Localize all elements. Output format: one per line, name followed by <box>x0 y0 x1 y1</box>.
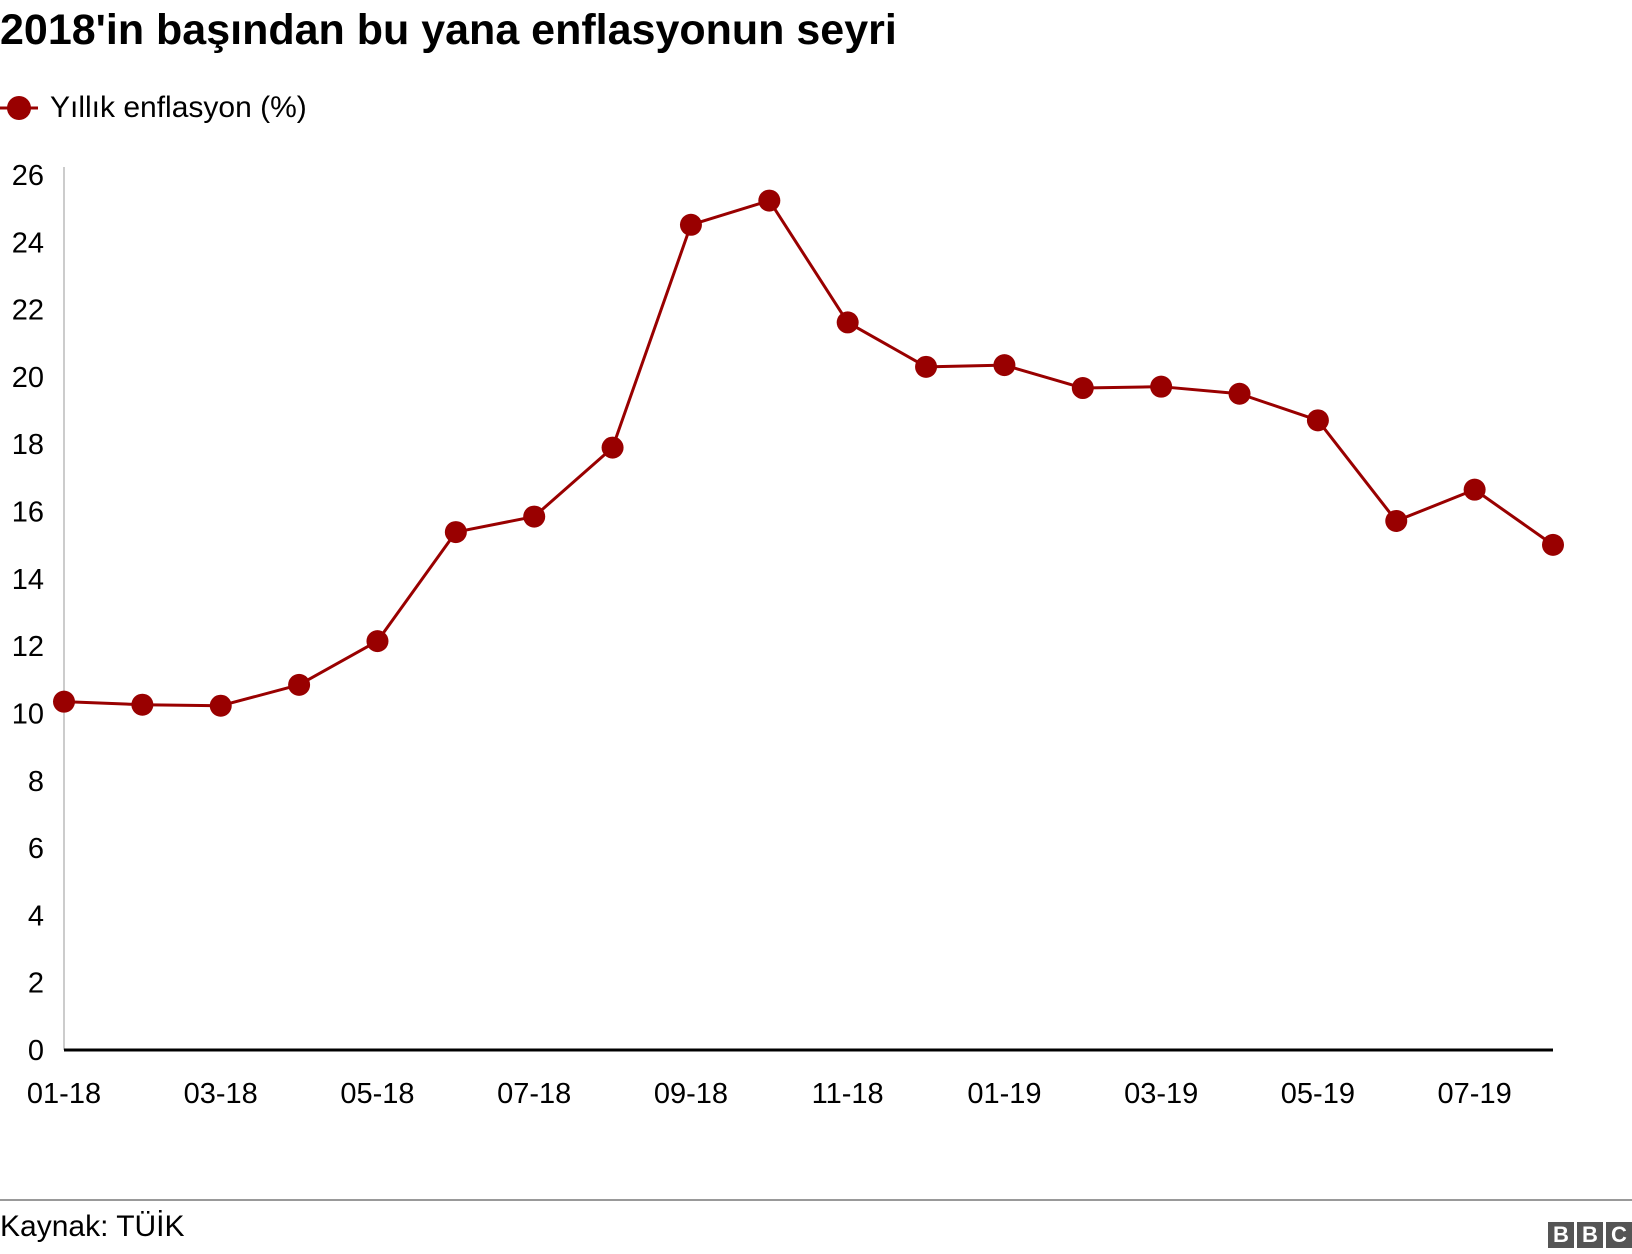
data-point <box>1385 509 1408 532</box>
bbc-logo-block: B <box>1577 1222 1603 1248</box>
data-point <box>993 354 1016 377</box>
x-tick-label: 05-19 <box>1281 1078 1355 1110</box>
x-tick-label: 05-18 <box>340 1078 414 1110</box>
data-point <box>1306 409 1329 432</box>
x-tick-label: 07-18 <box>497 1078 571 1110</box>
data-point <box>1150 375 1173 398</box>
y-tick-label: 4 <box>28 900 44 932</box>
legend: Yıllık enflasyon (%) <box>0 86 307 130</box>
x-tick-label: 01-19 <box>967 1078 1041 1110</box>
data-point <box>523 505 546 528</box>
y-tick-label: 6 <box>28 833 44 865</box>
y-tick-label: 0 <box>28 1035 44 1067</box>
data-point <box>679 213 702 236</box>
data-point <box>836 311 859 334</box>
data-point <box>758 189 781 212</box>
data-point <box>53 690 75 713</box>
data-point <box>1542 533 1564 556</box>
legend-label: Yıllık enflasyon (%) <box>50 91 307 124</box>
y-tick-label: 24 <box>12 227 44 259</box>
x-tick-label: 03-18 <box>184 1078 258 1110</box>
data-point <box>1463 478 1486 501</box>
data-point <box>444 521 467 544</box>
x-tick-label: 01-18 <box>27 1078 101 1110</box>
y-tick-label: 20 <box>12 362 44 394</box>
data-point <box>1071 377 1094 400</box>
y-tick-label: 18 <box>12 429 44 461</box>
series-yillik-enflasyon <box>53 189 1564 717</box>
y-tick-label: 8 <box>28 766 44 798</box>
chart-title: 2018'in başından bu yana enflasyonun sey… <box>0 6 897 54</box>
bbc-logo-block: B <box>1548 1222 1574 1248</box>
data-point <box>601 436 624 459</box>
x-tick-label: 11-18 <box>812 1078 884 1110</box>
data-point <box>1228 382 1251 405</box>
y-tick-label: 22 <box>12 295 44 327</box>
y-tick-label: 14 <box>12 564 44 596</box>
y-tick-label: 10 <box>12 698 44 730</box>
data-point <box>366 630 389 653</box>
x-axis: 01-18 03-18 05-18 07-18 09-18 11-18 01-19 03-19… <box>27 1048 1553 1110</box>
bbc-logo: B B C <box>1548 1222 1632 1248</box>
footer-divider <box>0 1199 1632 1201</box>
data-point <box>209 694 232 717</box>
data-point <box>915 355 938 378</box>
x-tick-label: 03-19 <box>1124 1078 1198 1110</box>
series-line <box>63 199 1554 708</box>
legend-marker-icon <box>0 96 38 120</box>
y-tick-label: 16 <box>12 497 44 529</box>
bbc-logo-block: C <box>1606 1222 1632 1248</box>
y-tick-label: 26 <box>12 160 44 192</box>
data-point <box>288 673 311 696</box>
x-tick-label: 07-19 <box>1438 1078 1512 1110</box>
y-tick-label: 2 <box>28 968 44 1000</box>
source-note: Kaynak: TÜİK <box>0 1210 185 1243</box>
x-tick-label: 09-18 <box>654 1078 728 1110</box>
data-point <box>131 693 154 716</box>
y-tick-label: 12 <box>12 631 44 663</box>
